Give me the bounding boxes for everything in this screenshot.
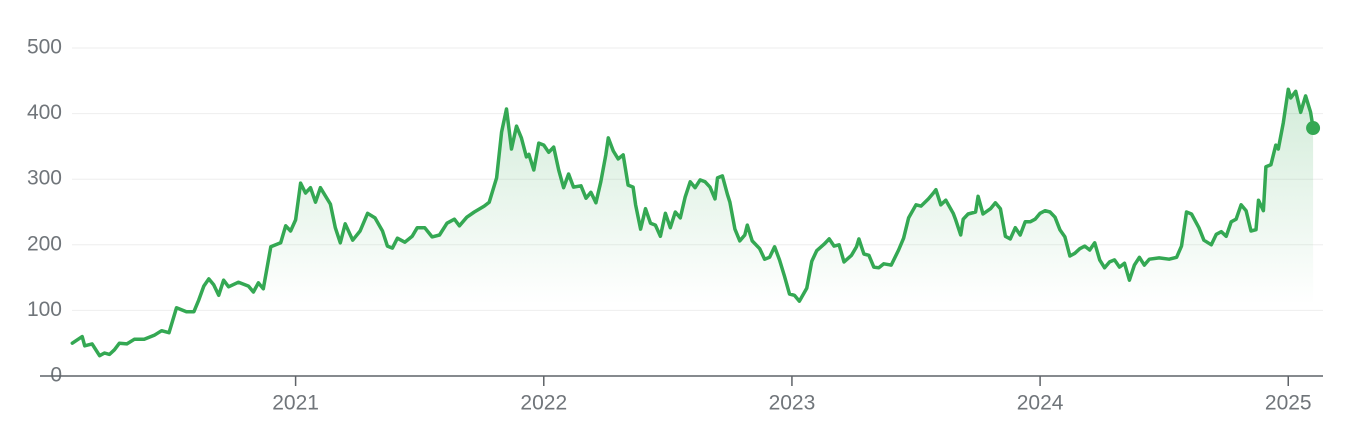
x-tick-label: 2021 (272, 392, 319, 415)
area (72, 89, 1314, 377)
y-tick-label: 300 (27, 167, 62, 190)
x-tick-label: 2024 (1017, 392, 1064, 415)
x-tick-label: 2023 (769, 392, 816, 415)
x-tick-label: 2022 (520, 392, 567, 415)
y-tick-label: 500 (27, 36, 62, 59)
line (70, 87, 1315, 358)
y-tick-label: 0 (50, 364, 62, 387)
end-marker (1306, 121, 1321, 136)
y-tick-label: 200 (27, 232, 62, 255)
y-tick-label: 400 (27, 101, 62, 124)
y-tick-label: 100 (27, 298, 62, 321)
x-tick-label: 2025 (1265, 392, 1312, 415)
